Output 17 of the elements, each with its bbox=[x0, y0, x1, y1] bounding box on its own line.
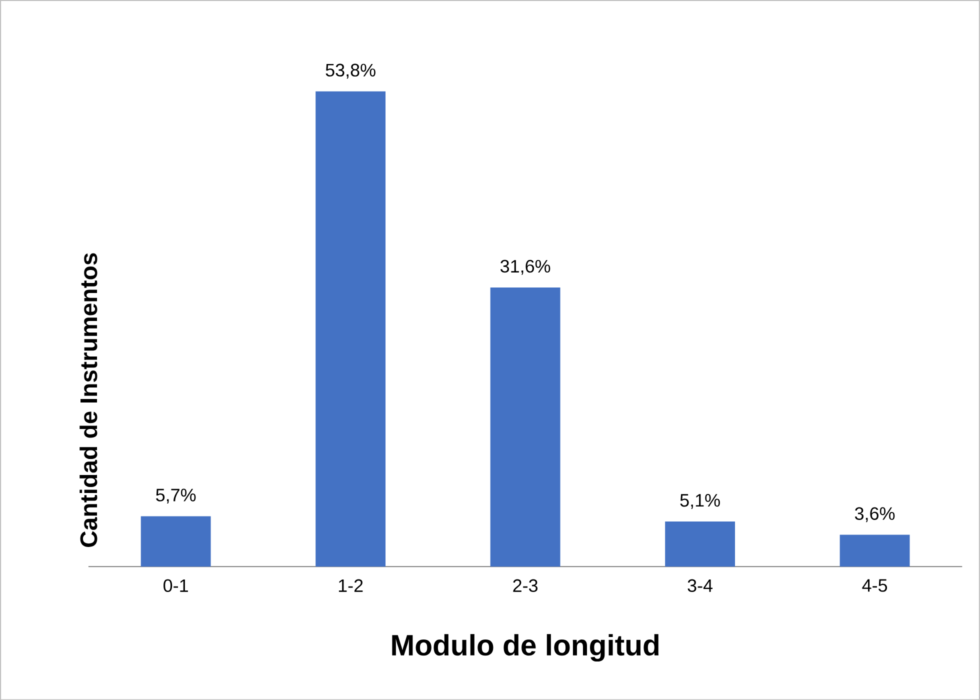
y-axis-title: Cantidad de Instrumentos bbox=[80, 253, 98, 547]
x-tick-label: 4-5 bbox=[862, 579, 888, 592]
data-label: 3,6% bbox=[854, 507, 895, 522]
bar bbox=[140, 516, 211, 566]
bar bbox=[665, 521, 735, 566]
x-tick-label: 0-1 bbox=[164, 579, 188, 592]
x-tick-label: 3-4 bbox=[688, 579, 713, 592]
data-label: 5,7% bbox=[156, 488, 196, 504]
bar bbox=[840, 534, 910, 566]
bar bbox=[316, 91, 386, 566]
x-tick-label: 1-2 bbox=[338, 579, 363, 592]
data-label: 53,8% bbox=[326, 64, 376, 78]
x-axis-title: Modulo de longitud bbox=[392, 634, 658, 662]
bar bbox=[490, 287, 560, 566]
data-label: 31,6% bbox=[500, 260, 550, 275]
x-tick-label: 2-3 bbox=[513, 579, 538, 592]
data-label: 5,1% bbox=[680, 494, 720, 509]
